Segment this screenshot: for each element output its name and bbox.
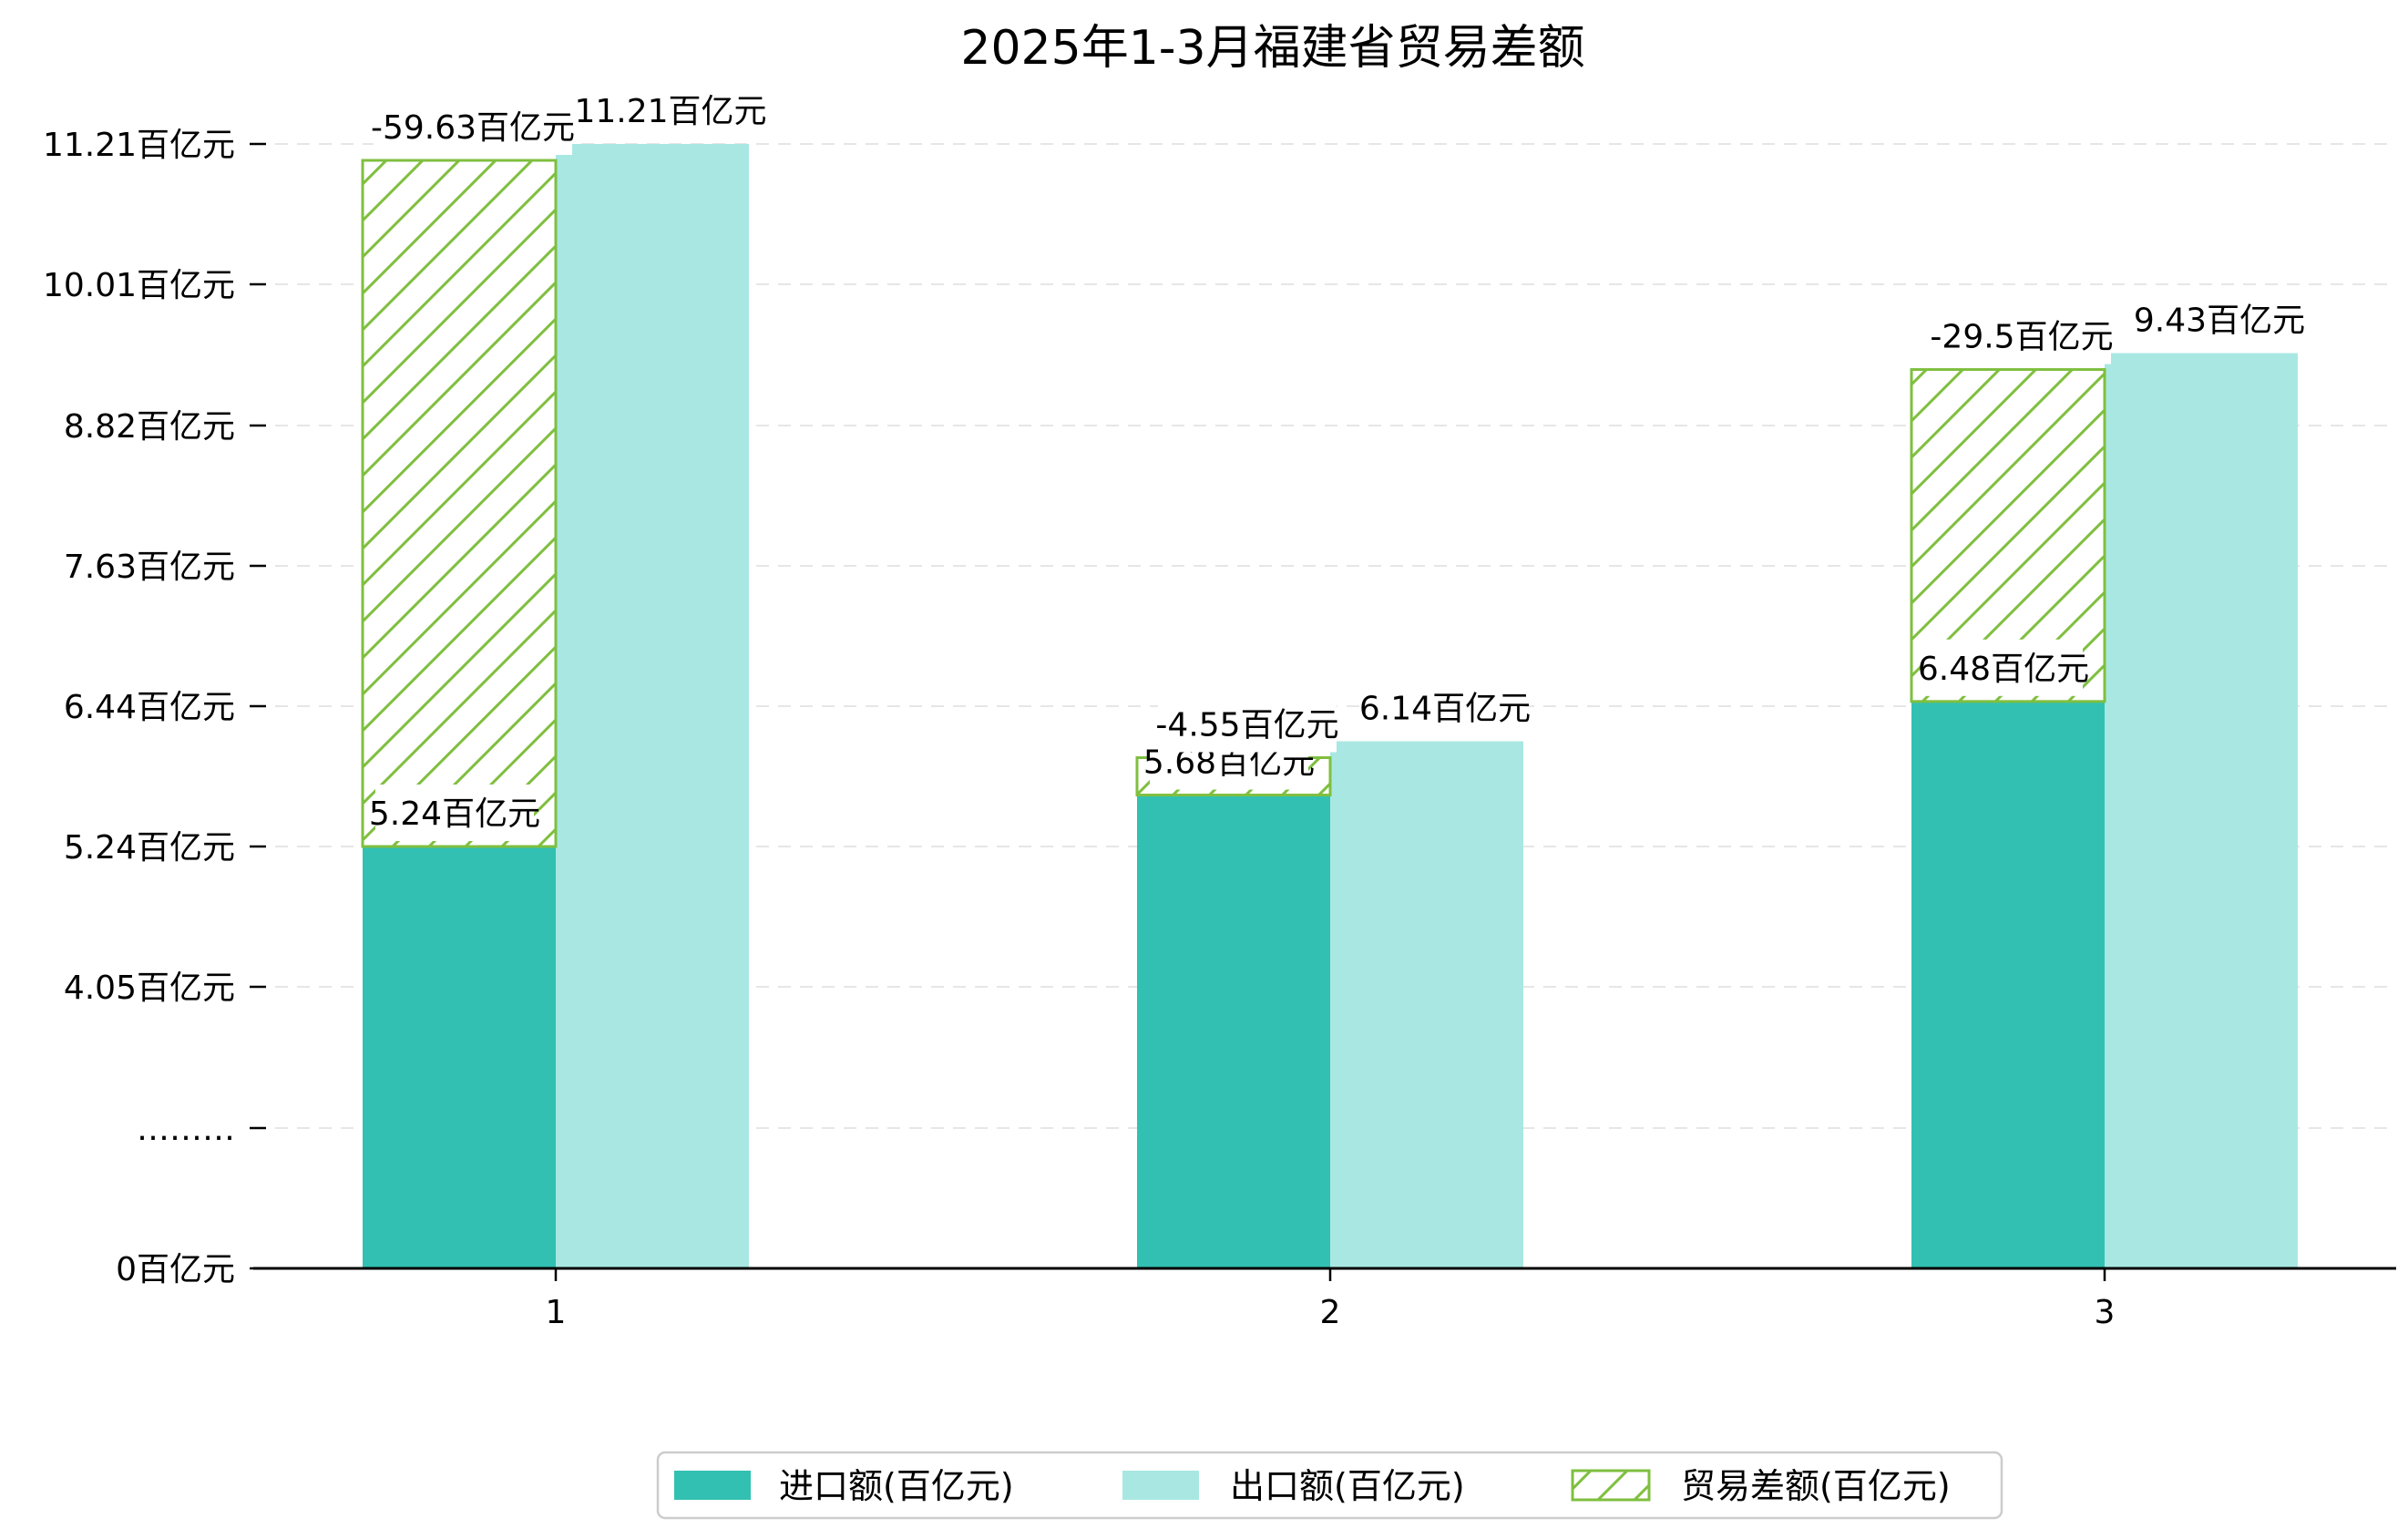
legend-label: 出口额(百亿元) bbox=[1230, 1466, 1465, 1506]
export-label-bg bbox=[581, 82, 760, 139]
legend-swatch bbox=[674, 1471, 751, 1500]
y-tick-label: 6.44百亿元 bbox=[64, 689, 235, 726]
legend: 进口额(百亿元) 出口额(百亿元) 贸易差额(百亿元) bbox=[656, 1451, 2003, 1520]
y-tick-label: 5.24百亿元 bbox=[64, 829, 235, 867]
y-tick-label: 4.05百亿元 bbox=[64, 970, 235, 1007]
legend-frame bbox=[656, 1451, 2003, 1520]
y-tick-label: 7.63百亿元 bbox=[64, 549, 235, 586]
balance-label-bg bbox=[1932, 307, 2111, 364]
import-label-bg bbox=[1924, 639, 2083, 696]
y-tick-label: 0百亿元 bbox=[116, 1251, 235, 1288]
x-tick-label: 2 bbox=[1320, 1294, 1341, 1331]
balance-label: -59.63百亿元 bbox=[371, 109, 575, 147]
chart-title: 2025年1-3月福建省贸易差额 bbox=[960, 21, 1584, 76]
y-tick-label: 8.82百亿元 bbox=[64, 408, 235, 446]
export-label: 11.21百亿元 bbox=[574, 93, 766, 130]
export-label-bg bbox=[2140, 291, 2299, 348]
x-tick-label: 1 bbox=[546, 1294, 567, 1331]
balance-label-bg bbox=[1158, 695, 1337, 753]
balance-label: -4.55百亿元 bbox=[1155, 707, 1338, 744]
export-label: 9.43百亿元 bbox=[2134, 303, 2305, 340]
export-bar bbox=[1330, 741, 1523, 1268]
import-label-bg bbox=[375, 785, 534, 841]
export-label-bg bbox=[1366, 679, 1524, 736]
data-labels: 5.24百亿元11.21百亿元-59.63百亿元5.68百亿元6.14百亿元-4… bbox=[369, 82, 2305, 841]
y-tick-label: ……… bbox=[137, 1111, 235, 1148]
import-bar bbox=[363, 846, 556, 1268]
export-bar bbox=[2105, 353, 2298, 1268]
balance-label-bg bbox=[374, 98, 572, 155]
legend-label: 贸易差额(百亿元) bbox=[1681, 1466, 1951, 1506]
legend-label: 进口额(百亿元) bbox=[779, 1466, 1014, 1506]
balance-label: -29.5百亿元 bbox=[1930, 319, 2113, 356]
axes: 0百亿元 ……… 4.05百亿元 5.24百亿元 6.44百亿元 7.63百亿元 8.82百… bbox=[43, 127, 2396, 1331]
import-bar bbox=[1911, 701, 2105, 1268]
y-tick-label: 11.21百亿元 bbox=[43, 127, 235, 164]
y-tick-label: 10.01百亿元 bbox=[43, 267, 235, 304]
import-label: 6.48百亿元 bbox=[1918, 651, 2089, 688]
import-bar bbox=[1137, 795, 1330, 1268]
legend-swatch bbox=[1571, 1469, 1651, 1502]
balance-bar bbox=[361, 159, 558, 848]
legend-swatch bbox=[1122, 1471, 1199, 1500]
import-label: 5.24百亿元 bbox=[369, 795, 540, 833]
export-bar bbox=[556, 144, 749, 1268]
export-label: 6.14百亿元 bbox=[1359, 691, 1531, 728]
x-tick-label: 3 bbox=[2095, 1294, 2116, 1331]
